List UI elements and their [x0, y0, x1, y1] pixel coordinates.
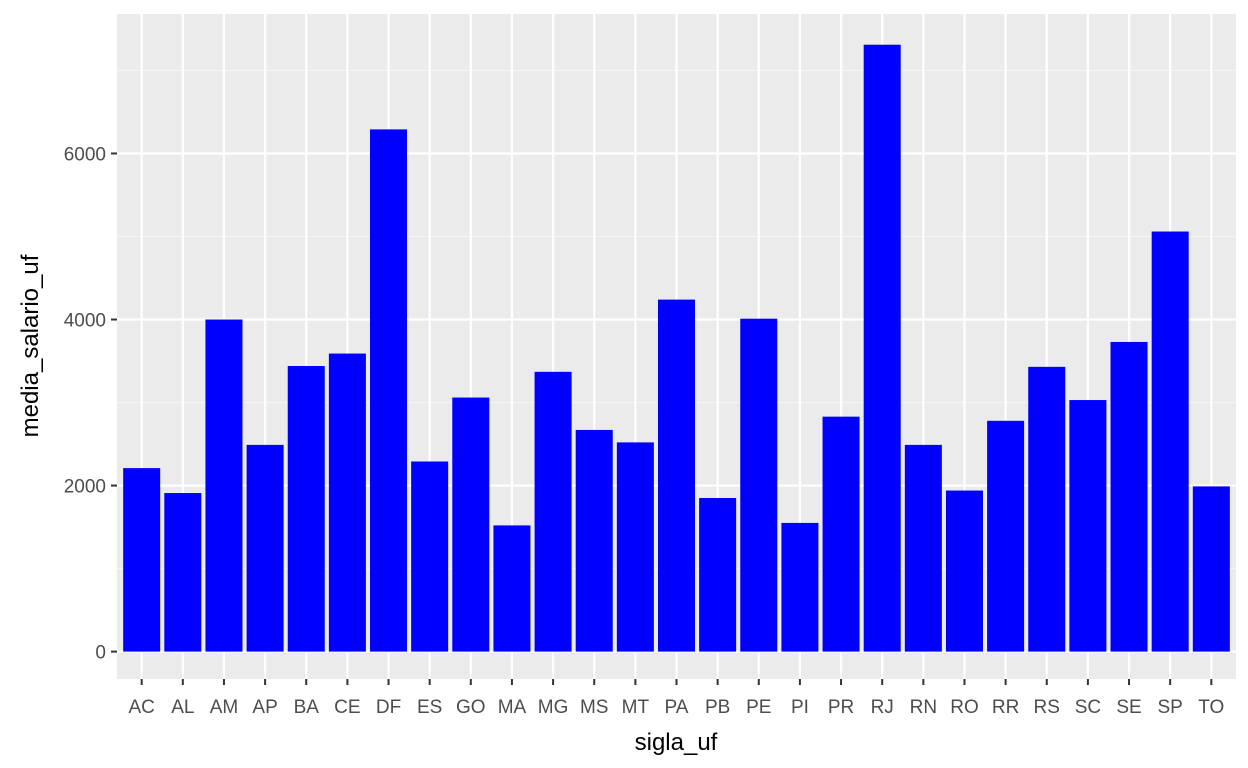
- x-tick-label: MS: [580, 697, 609, 718]
- bar-rn: [904, 444, 942, 652]
- bar-rs: [1028, 366, 1066, 652]
- y-tick-label: 4000: [64, 311, 106, 332]
- bar-ap: [246, 444, 284, 652]
- bar-ac: [123, 468, 161, 652]
- bar-ms: [575, 429, 613, 652]
- bar-pe: [740, 318, 778, 652]
- bar-al: [164, 493, 202, 652]
- bar-go: [452, 397, 490, 652]
- x-tick-label: AC: [128, 697, 154, 718]
- x-tick-label: PI: [791, 697, 809, 718]
- bar-sc: [1069, 400, 1107, 652]
- bar-sp: [1151, 231, 1189, 652]
- y-axis-title: media_salario_uf: [17, 254, 44, 437]
- x-tick-label: MA: [498, 697, 527, 718]
- bar-ba: [287, 366, 325, 652]
- x-tick-label: DF: [376, 697, 401, 718]
- y-tick-label: 0: [95, 643, 106, 664]
- y-axis: 0 2000 4000 6000: [64, 144, 117, 664]
- bar-pa: [657, 299, 696, 652]
- x-axis-title: sigla_uf: [635, 729, 718, 756]
- bars: [123, 44, 1230, 652]
- bar-rr: [987, 420, 1025, 652]
- bar-pb: [699, 498, 737, 652]
- x-tick-label: SC: [1075, 697, 1101, 718]
- y-tick-label: 2000: [64, 477, 106, 498]
- x-tick-label: MT: [622, 697, 650, 718]
- x-tick-label: TO: [1198, 697, 1224, 718]
- x-tick-label: RS: [1034, 697, 1060, 718]
- x-tick-label: PA: [665, 697, 689, 718]
- x-tick-label: BA: [294, 697, 320, 718]
- x-tick-label: PB: [705, 697, 730, 718]
- bar-pi: [781, 522, 819, 652]
- x-tick-label: RJ: [871, 697, 894, 718]
- x-tick-label: PR: [828, 697, 854, 718]
- x-tick-label: RN: [910, 697, 937, 718]
- bar-ro: [945, 490, 983, 652]
- bar-ma: [493, 525, 531, 652]
- x-tick-label: RO: [950, 697, 979, 718]
- bar-ce: [328, 353, 366, 652]
- x-tick-label: GO: [456, 697, 486, 718]
- x-tick-label: MG: [538, 697, 569, 718]
- bar-to: [1192, 486, 1230, 652]
- bar-df: [370, 129, 408, 652]
- bar-pr: [822, 416, 860, 652]
- x-tick-label: AM: [210, 697, 239, 718]
- bar-es: [411, 461, 449, 652]
- bar-se: [1110, 341, 1148, 652]
- x-tick-label: SP: [1157, 697, 1182, 718]
- x-tick-label: AP: [252, 697, 277, 718]
- x-axis: AC AL AM AP BA CE DF ES GO MA MG MS MT PA PB PE PI PR RJ RN…: [128, 679, 1224, 718]
- x-tick-label: SE: [1116, 697, 1141, 718]
- x-tick-label: RR: [992, 697, 1019, 718]
- x-tick-label: CE: [334, 697, 360, 718]
- x-tick-label: PE: [746, 697, 771, 718]
- y-tick-label: 6000: [64, 144, 106, 165]
- bar-mt: [616, 442, 654, 652]
- bar-mg: [534, 371, 572, 652]
- x-tick-label: AL: [171, 697, 194, 718]
- x-tick-label: ES: [417, 697, 442, 718]
- bar-am: [205, 319, 243, 652]
- bar-rj: [863, 44, 901, 652]
